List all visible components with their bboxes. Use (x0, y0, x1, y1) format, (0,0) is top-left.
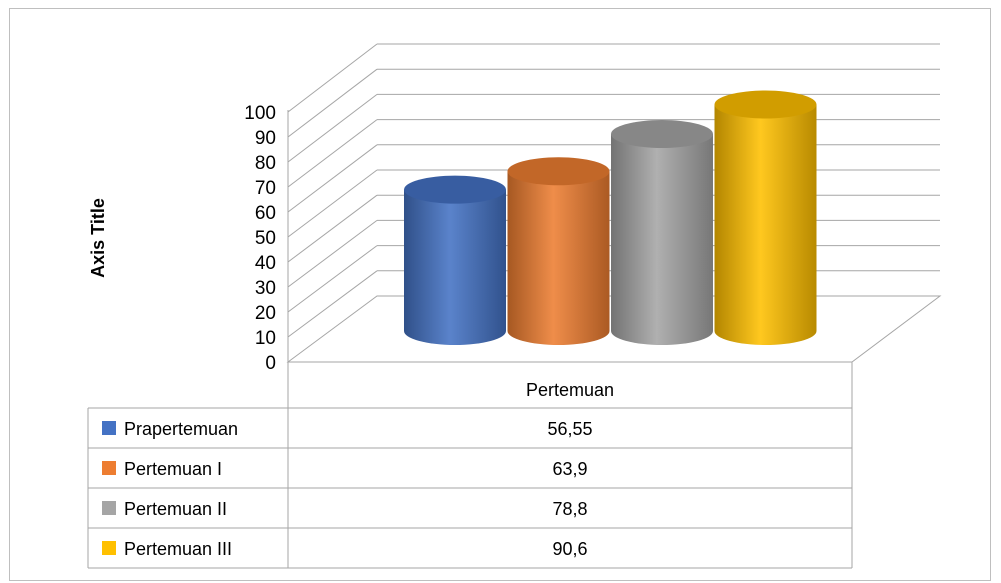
bar-3 (611, 120, 713, 345)
gridline-side (287, 194, 378, 263)
gridline-side (287, 144, 378, 213)
legend-key (102, 421, 116, 435)
gridline-side (287, 270, 378, 338)
data-label: 56,55 (547, 419, 592, 439)
legend-key (102, 501, 116, 515)
table-category-header: Pertemuan (526, 380, 614, 400)
bar-body (611, 134, 713, 345)
y-tick-label: 10 (255, 328, 276, 349)
y-tick-label: 50 (255, 228, 276, 249)
gridline-side (287, 68, 378, 138)
gridline-side (287, 245, 378, 313)
data-label: 78,8 (552, 499, 587, 519)
bar-body (507, 171, 610, 346)
y-tick-label: 60 (255, 203, 276, 224)
table-row: Pertemuan I 63,9 (102, 459, 588, 479)
y-tick-label: 90 (255, 128, 276, 149)
bar-body (404, 189, 506, 345)
legend-key (102, 541, 116, 555)
legend-entry: Prapertemuan (124, 419, 238, 439)
legend-entry: Pertemuan I (124, 459, 222, 479)
data-label: 63,9 (552, 459, 587, 479)
table-row: Pertemuan II 78,8 (102, 499, 588, 519)
y-tick-label: 70 (255, 178, 276, 199)
bar-top (404, 175, 506, 204)
y-tick-label: 80 (255, 153, 276, 174)
gridline-side (287, 119, 378, 188)
chart-frame (9, 8, 991, 581)
legend-key (102, 461, 116, 475)
bar-2 (507, 157, 610, 346)
legend-entry: Pertemuan III (124, 539, 232, 559)
bar-top (507, 157, 610, 186)
legend-entry: Pertemuan II (124, 499, 227, 519)
y-tick-label: 100 (244, 103, 276, 124)
gridline-side (287, 43, 378, 113)
table-row: Prapertemuan 56,55 (102, 419, 593, 439)
y-axis-title: Axis Title (88, 198, 108, 278)
data-table: Pertemuan Prapertemuan 56,55 Pertemuan I 63… (87, 362, 853, 569)
bar-top (611, 120, 713, 148)
bar-top (714, 90, 817, 119)
gridline-side (287, 94, 378, 163)
bar-body (714, 104, 817, 345)
gridline-side (287, 219, 378, 288)
y-axis-tick-labels: 0 10 20 30 40 50 60 70 80 90 100 (244, 103, 276, 374)
y-tick-label: 40 (255, 253, 276, 274)
bar-4 (714, 90, 817, 345)
bar-1 (404, 175, 506, 345)
data-label: 90,6 (552, 539, 587, 559)
y-tick-label: 0 (265, 353, 276, 374)
y-tick-label: 30 (255, 278, 276, 299)
gridline-side (287, 169, 378, 238)
y-tick-label: 20 (255, 303, 276, 324)
bars (404, 90, 817, 346)
table-row: Pertemuan III 90,6 (102, 539, 588, 559)
